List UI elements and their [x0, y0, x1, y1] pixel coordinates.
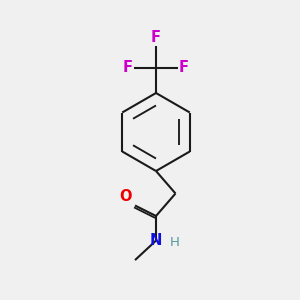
Text: F: F	[179, 60, 189, 75]
Text: O: O	[119, 189, 131, 204]
Text: H: H	[169, 236, 179, 249]
Text: F: F	[151, 30, 161, 45]
Text: N: N	[150, 233, 162, 248]
Text: F: F	[123, 60, 133, 75]
